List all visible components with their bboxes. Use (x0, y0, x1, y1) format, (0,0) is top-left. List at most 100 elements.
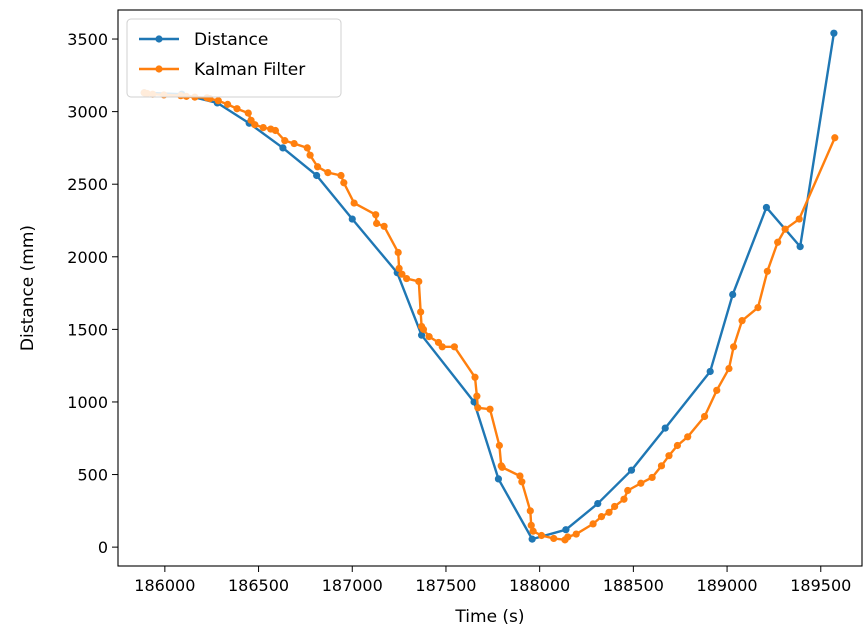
data-point-kalman-filter (795, 215, 803, 223)
data-point-kalman-filter (306, 151, 314, 159)
data-point-kalman-filter (774, 238, 782, 246)
series-layer (140, 29, 839, 544)
data-point-kalman-filter (398, 270, 406, 278)
x-tick-label: 187500 (415, 576, 476, 595)
data-point-kalman-filter (337, 171, 345, 180)
data-point-kalman-filter (648, 473, 656, 482)
x-tick-label: 188000 (509, 576, 570, 595)
x-axis-label: Time (s) (454, 607, 524, 627)
data-point-distance (627, 466, 636, 474)
series-distance (140, 29, 838, 543)
data-point-kalman-filter (620, 495, 628, 503)
legend: Distance Kalman Filter (126, 18, 342, 98)
legend-swatch-marker (155, 65, 163, 73)
series-line-distance (143, 32, 836, 541)
data-point-kalman-filter (657, 462, 666, 470)
y-tick-label: 2000 (67, 248, 108, 267)
data-point-kalman-filter (415, 277, 423, 286)
data-point-kalman-filter (665, 452, 673, 460)
data-point-distance (661, 424, 669, 432)
data-point-kalman-filter (498, 463, 506, 471)
legend-item-distance: Distance (139, 30, 268, 50)
y-tick-label: 0 (98, 538, 108, 557)
data-point-distance (494, 475, 503, 483)
data-point-kalman-filter (474, 404, 482, 412)
data-point-kalman-filter (730, 343, 738, 351)
x-tick-label: 189500 (790, 576, 851, 595)
data-point-distance (470, 398, 478, 406)
plot-frame (117, 9, 863, 567)
data-point-kalman-filter (340, 179, 348, 187)
data-point-kalman-filter (781, 225, 789, 233)
data-point-kalman-filter (550, 534, 558, 543)
legend-items: Distance Kalman Filter (139, 30, 305, 80)
data-point-kalman-filter (589, 520, 597, 528)
legend-label: Distance (194, 30, 268, 50)
data-point-kalman-filter (572, 530, 580, 538)
data-point-kalman-filter (605, 508, 613, 516)
data-point-kalman-filter (290, 139, 298, 148)
data-point-distance (313, 171, 321, 180)
data-point-kalman-filter (611, 502, 619, 511)
data-point-kalman-filter (486, 405, 494, 413)
data-point-distance (729, 290, 737, 299)
data-point-kalman-filter (259, 123, 267, 132)
data-point-kalman-filter (438, 343, 446, 351)
data-point-distance (830, 29, 838, 37)
data-point-kalman-filter (380, 222, 388, 230)
legend-label: Kalman Filter (194, 60, 305, 80)
data-point-kalman-filter (518, 478, 526, 486)
data-point-kalman-filter (763, 267, 771, 275)
data-point-kalman-filter (233, 105, 241, 113)
legend-box (126, 18, 342, 98)
data-point-distance (418, 331, 426, 339)
data-point-kalman-filter (637, 479, 645, 487)
data-point-kalman-filter (425, 333, 433, 341)
data-point-kalman-filter (526, 507, 534, 515)
data-point-kalman-filter (313, 163, 322, 171)
data-point-kalman-filter (394, 248, 402, 257)
data-point-kalman-filter (251, 121, 259, 129)
y-tick-label: 3000 (67, 103, 108, 122)
data-point-kalman-filter (684, 433, 692, 441)
y-tick-label: 2500 (67, 175, 108, 194)
x-tick-label: 188500 (603, 576, 664, 595)
data-point-kalman-filter (224, 100, 232, 108)
x-tick-label: 187000 (322, 576, 383, 595)
data-point-kalman-filter (516, 472, 524, 480)
data-point-kalman-filter (725, 364, 733, 373)
data-point-distance (348, 215, 356, 223)
x-axis: 186000 186500 187000 187500 188000 188500 1890… (134, 566, 851, 595)
data-point-distance (279, 144, 287, 152)
data-point-distance (594, 499, 602, 508)
data-point-kalman-filter (473, 392, 481, 400)
data-point-kalman-filter (738, 317, 746, 325)
data-point-kalman-filter (244, 109, 252, 117)
data-point-kalman-filter (537, 531, 546, 540)
data-point-kalman-filter (281, 137, 289, 145)
data-point-kalman-filter (403, 274, 411, 283)
data-point-kalman-filter (529, 527, 537, 535)
series-kalman-filter (140, 89, 839, 544)
data-point-kalman-filter (564, 533, 572, 541)
x-tick-label: 189000 (697, 576, 758, 595)
data-point-kalman-filter (350, 199, 358, 207)
data-point-kalman-filter (527, 521, 535, 529)
legend-swatch-marker (155, 35, 163, 43)
y-tick-label: 500 (77, 466, 108, 485)
data-point-distance (762, 203, 771, 212)
data-point-kalman-filter (395, 264, 403, 272)
data-point-kalman-filter (471, 373, 479, 381)
data-point-kalman-filter (214, 97, 222, 105)
data-point-kalman-filter (713, 386, 721, 394)
data-point-kalman-filter (831, 134, 839, 142)
data-point-distance (528, 535, 536, 543)
data-point-distance (796, 243, 804, 251)
data-point-kalman-filter (754, 304, 762, 312)
y-tick-label: 1500 (67, 320, 108, 339)
data-point-kalman-filter (673, 441, 682, 450)
data-point-kalman-filter (324, 168, 332, 177)
data-point-kalman-filter (495, 441, 503, 450)
